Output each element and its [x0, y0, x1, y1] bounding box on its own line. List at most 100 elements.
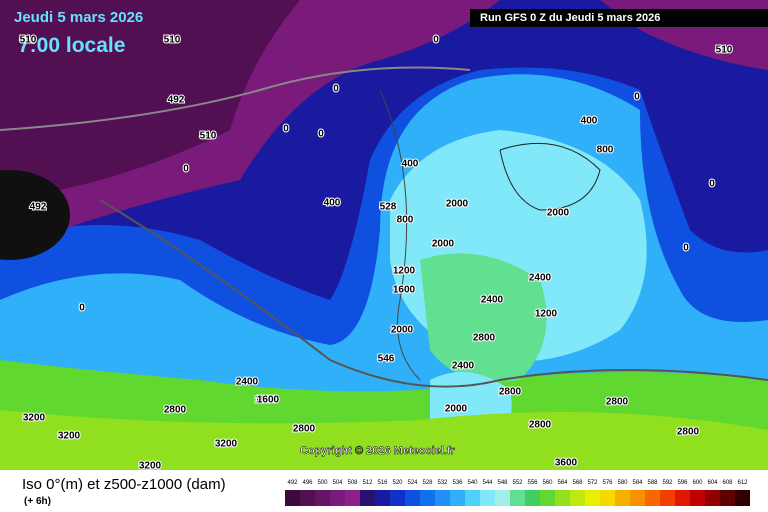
- scale-label: 520: [392, 480, 403, 486]
- contour-label: 1600: [257, 395, 280, 406]
- scale-label: 536: [452, 480, 463, 486]
- scale-swatch: [360, 490, 375, 506]
- scale-label: 556: [527, 480, 538, 486]
- contour-label: 2000: [445, 404, 468, 415]
- contour-label: 510: [164, 35, 181, 46]
- scale-swatch: [615, 490, 630, 506]
- contour-label: 2800: [606, 397, 629, 408]
- scale-label: 604: [707, 480, 718, 486]
- contour-label: 0: [709, 179, 715, 190]
- scale-label: 540: [467, 480, 478, 486]
- contour-label: 0: [183, 164, 189, 175]
- scale-label: 576: [602, 480, 613, 486]
- scale-swatch: [510, 490, 525, 506]
- time-text: 7:00 locale: [18, 34, 125, 57]
- contour-label: 0: [683, 243, 689, 254]
- scale-swatch: [585, 490, 600, 506]
- scale-label: 508: [347, 480, 358, 486]
- scale-swatch: [300, 490, 315, 506]
- scale-swatch: [540, 490, 555, 506]
- footer-title: Iso 0°(m) et z500-z1000 (dam): [22, 476, 226, 493]
- contour-label: 800: [397, 215, 414, 226]
- scale-swatch: [285, 490, 300, 506]
- scale-swatch: [660, 490, 675, 506]
- contour-label: 0: [634, 92, 640, 103]
- contour-label: 1200: [393, 266, 416, 277]
- vortex-center: [0, 170, 70, 260]
- scale-swatch: [390, 490, 405, 506]
- scale-swatch: [735, 490, 750, 506]
- contour-label: 2000: [391, 325, 414, 336]
- coastline: [379, 89, 421, 381]
- scale-label: 528: [422, 480, 433, 486]
- south-yellowgreen: [0, 410, 768, 470]
- contour-label: 492: [168, 95, 185, 106]
- scale-swatch: [345, 490, 360, 506]
- scale-label: 512: [362, 480, 373, 486]
- scale-swatch: [495, 490, 510, 506]
- scale-swatch: [435, 490, 450, 506]
- contour-label: 0: [79, 303, 85, 314]
- contour-label: 2800: [293, 424, 316, 435]
- contour-label: 0: [318, 129, 324, 140]
- contour-label: 2400: [236, 377, 259, 388]
- scale-label: 544: [482, 480, 493, 486]
- scale-swatch: [555, 490, 570, 506]
- scale-label: 500: [317, 480, 328, 486]
- contour-label: 510: [716, 45, 733, 56]
- contour-label: 3200: [23, 413, 46, 424]
- scale-swatch: [630, 490, 645, 506]
- contour-label: 1600: [255, 395, 278, 406]
- scale-swatch: [420, 490, 435, 506]
- scale-label: 584: [632, 480, 643, 486]
- scale-label: 612: [737, 480, 748, 486]
- scale-swatch: [330, 490, 345, 506]
- contour-label: 1600: [393, 285, 416, 296]
- contour-label: 400: [324, 198, 341, 209]
- run-text: Run GFS 0 Z du Jeudi 5 mars 2026: [480, 12, 660, 24]
- contour-line: [0, 66, 471, 131]
- contour-label: 3200: [215, 439, 238, 450]
- contour-label: 2800: [499, 387, 522, 398]
- scale-label: 496: [302, 480, 313, 486]
- contour-label: 800: [597, 145, 614, 156]
- run-banner: [470, 9, 768, 27]
- contour-label: 3600: [555, 458, 578, 469]
- copyright: Copyright © 2026 Meteociel.fr: [300, 445, 456, 457]
- contour-label: 2000: [432, 239, 455, 250]
- scale-label: 552: [512, 480, 523, 486]
- scale-label: 568: [572, 480, 583, 486]
- scale-label: 548: [497, 480, 508, 486]
- contour-label: 510: [200, 131, 217, 142]
- scale-swatch: [450, 490, 465, 506]
- scale-swatch: [405, 490, 420, 506]
- vortex-core: [0, 0, 300, 210]
- contour-line: [99, 199, 768, 388]
- contour-label: 2400: [452, 361, 475, 372]
- contour-label: 0: [433, 35, 439, 46]
- scale-swatch: [600, 490, 615, 506]
- scale-label: 516: [377, 480, 388, 486]
- contour-label: 2000: [547, 208, 570, 219]
- scale-swatch: [720, 490, 735, 506]
- scale-swatch: [690, 490, 705, 506]
- contour-label: 2400: [481, 295, 504, 306]
- contour-label: 546: [378, 354, 395, 365]
- scale-swatch: [375, 490, 390, 506]
- contour-label: 492: [30, 202, 47, 213]
- contour-label: 400: [402, 159, 419, 170]
- contour-label: 0: [333, 84, 339, 95]
- contour-label: 2800: [164, 405, 187, 416]
- scale-label: 532: [437, 480, 448, 486]
- footer-lead: (+ 6h): [24, 496, 51, 507]
- scale-label: 608: [722, 480, 733, 486]
- scale-label: 524: [407, 480, 418, 486]
- contour-label: 528: [380, 202, 397, 213]
- coastline: [499, 142, 601, 211]
- date-text: Jeudi 5 mars 2026: [14, 9, 143, 26]
- contour-label: 2800: [473, 333, 496, 344]
- scale-label: 592: [662, 480, 673, 486]
- contour-label: 1200: [535, 309, 558, 320]
- scale-swatch: [645, 490, 660, 506]
